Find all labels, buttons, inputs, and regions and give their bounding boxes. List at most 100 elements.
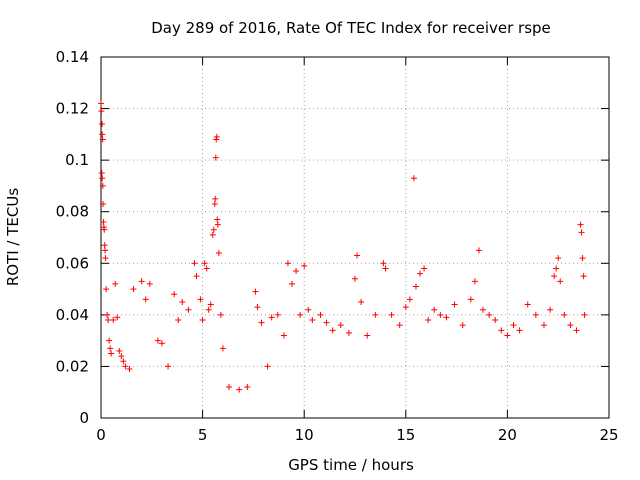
data-point <box>516 327 523 334</box>
data-point <box>158 340 165 347</box>
data-point <box>540 322 547 329</box>
data-point <box>412 283 419 290</box>
data-point <box>114 314 121 321</box>
data-point <box>443 314 450 321</box>
data-point <box>364 332 371 339</box>
data-point <box>532 311 539 318</box>
data-point <box>101 242 108 249</box>
data-point <box>475 247 482 254</box>
data-point <box>402 304 409 311</box>
x-tick-label: 10 <box>295 426 314 444</box>
data-point <box>309 317 316 324</box>
data-point <box>207 301 214 308</box>
data-point <box>171 291 178 298</box>
data-point <box>175 317 182 324</box>
y-axis-label: ROTI / TECUs <box>4 188 22 286</box>
data-point <box>268 314 275 321</box>
data-point <box>106 337 113 344</box>
data-point <box>557 278 564 285</box>
data-point <box>102 255 109 262</box>
data-point <box>120 358 127 365</box>
data-point <box>317 311 324 318</box>
data-point <box>293 268 300 275</box>
data-point <box>437 311 444 318</box>
data-point <box>236 386 243 393</box>
data-point <box>258 319 265 326</box>
data-point <box>264 363 271 370</box>
data-point <box>126 366 133 373</box>
data-point <box>98 108 105 115</box>
chart-title: Day 289 of 2016, Rate Of TEC Index for r… <box>151 19 551 37</box>
y-tick-label: 0.12 <box>56 100 89 118</box>
data-point <box>99 175 106 182</box>
data-point <box>280 332 287 339</box>
y-tick-label: 0.02 <box>56 357 89 375</box>
data-point <box>510 322 517 329</box>
data-point <box>388 311 395 318</box>
data-point <box>284 260 291 267</box>
data-point <box>104 311 111 318</box>
data-point <box>555 255 562 262</box>
data-point <box>467 296 474 303</box>
data-point <box>130 286 137 293</box>
data-point <box>214 216 221 223</box>
data-point <box>215 249 222 256</box>
data-point <box>417 270 424 277</box>
data-point <box>212 195 219 202</box>
data-point <box>547 306 554 313</box>
data-point <box>581 311 588 318</box>
data-point <box>459 322 466 329</box>
data-point <box>210 226 217 233</box>
data-point <box>98 170 105 177</box>
data-point <box>577 221 584 228</box>
data-point <box>213 136 220 143</box>
data-point <box>99 131 106 138</box>
data-point <box>146 280 153 287</box>
data-point <box>358 298 365 305</box>
axis-ticks: 0 5 10 15 20 25 0 0.02 0.04 0.06 0.08 0.1 0.12 0.14 <box>56 48 619 444</box>
data-point <box>380 260 387 267</box>
data-point <box>421 265 428 272</box>
y-tick-label: 0.1 <box>65 151 89 169</box>
data-point <box>492 317 499 324</box>
data-point <box>214 221 221 228</box>
data-point <box>252 288 259 295</box>
data-point <box>100 200 107 207</box>
data-point <box>524 301 531 308</box>
data-point <box>352 275 358 282</box>
grid-lines <box>101 57 609 418</box>
data-point <box>118 353 125 360</box>
data-point <box>471 278 478 285</box>
data-point <box>323 319 330 326</box>
data-point <box>108 350 115 357</box>
x-tick-label: 5 <box>198 426 208 444</box>
data-point <box>425 317 432 324</box>
data-point <box>498 327 505 334</box>
y-tick-label: 0.04 <box>56 306 89 324</box>
data-point <box>561 311 568 318</box>
data-point <box>112 280 119 287</box>
data-point <box>116 347 123 354</box>
data-point <box>297 311 304 318</box>
data-point <box>431 306 438 313</box>
data-point <box>100 219 107 226</box>
data-points <box>98 100 588 393</box>
data-point <box>142 296 149 303</box>
data-point <box>138 278 145 285</box>
x-tick-label: 0 <box>96 426 106 444</box>
data-point <box>274 311 281 318</box>
data-point <box>579 255 586 262</box>
data-point <box>329 327 336 334</box>
data-point <box>199 317 206 324</box>
data-point <box>99 136 106 143</box>
data-point <box>217 311 224 318</box>
data-point <box>226 384 233 391</box>
data-point <box>205 306 212 313</box>
data-point <box>305 306 312 313</box>
data-point <box>211 200 218 207</box>
data-point <box>372 311 379 318</box>
data-point <box>406 296 413 303</box>
y-tick-label: 0 <box>79 409 89 427</box>
data-point <box>191 260 198 267</box>
